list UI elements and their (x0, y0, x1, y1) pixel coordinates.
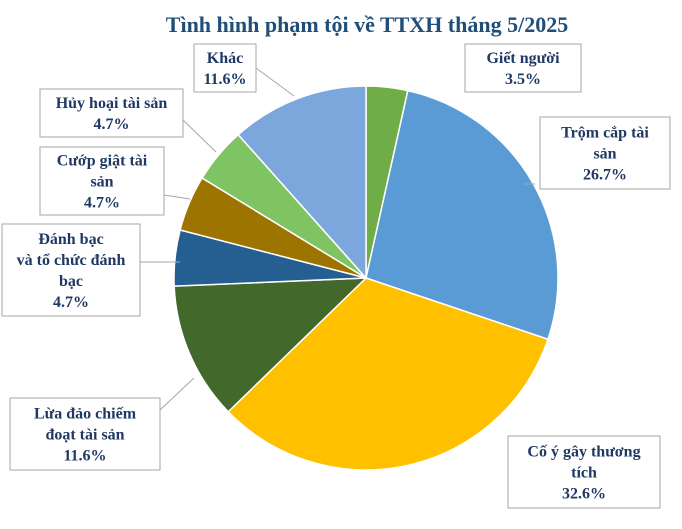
data-label-value: 4.7% (94, 116, 130, 133)
data-label-box-1 (539, 116, 671, 190)
data-label-category: Cướp giật tài (57, 153, 148, 170)
data-label-box-5 (39, 146, 165, 216)
data-label-box-7 (193, 43, 257, 93)
data-label-box-2 (507, 435, 661, 509)
data-label-category: bạc (59, 273, 83, 290)
leader-line-6 (182, 119, 217, 153)
leader-line-5 (163, 194, 191, 200)
data-label-box-4 (1, 223, 141, 317)
data-label-category: tích (571, 465, 597, 482)
data-label-category: sản (90, 174, 113, 191)
data-label-5: Cướp giật tài sản 4.7% (57, 153, 148, 212)
data-label-7: Khác 11.6% (203, 50, 246, 88)
pie-slice-7 (237, 85, 367, 280)
data-label-category: Khác (207, 50, 243, 67)
data-label-category: Đánh bạc (38, 231, 103, 248)
data-label-0: Giết người 3.5% (486, 50, 560, 88)
pie-slices (173, 85, 559, 471)
data-label-value: 3.5% (505, 71, 541, 88)
leader-line-7 (255, 67, 295, 97)
data-label-value: 11.6% (63, 448, 106, 465)
data-label-category: sản (593, 146, 616, 163)
data-label-3: Lừa đảo chiếm đoạt tài sản 11.6% (34, 406, 137, 465)
leader-line-3 (159, 377, 195, 411)
chart-title: Tình hình phạm tội về TTXH tháng 5/2025 (166, 12, 568, 37)
data-label-6: Hủy hoại tài sản 4.7% (56, 95, 168, 133)
data-label-category: và tổ chức đánh (17, 252, 126, 269)
pie-labels: Giết người 3.5% Trộm cắp tài sản 26.7% Cố ý g… (1, 43, 671, 509)
data-label-value: 4.7% (84, 195, 120, 212)
data-label-box-0 (464, 43, 582, 93)
data-label-value: 26.7% (583, 167, 627, 184)
data-label-value: 4.7% (53, 294, 89, 311)
data-label-1: Trộm cắp tài sản 26.7% (561, 125, 649, 184)
data-label-category: Trộm cắp tài (561, 125, 649, 142)
data-label-box-3 (9, 397, 161, 471)
data-label-category: Cố ý gây thương (527, 444, 640, 461)
data-label-box-6 (39, 88, 184, 138)
data-label-category: đoạt tài sản (45, 427, 124, 444)
pie-slice-2 (227, 277, 549, 471)
data-label-4: Đánh bạc và tổ chức đánh bạc 4.7% (17, 231, 126, 311)
data-label-value: 11.6% (203, 71, 246, 88)
pie-slice-3 (173, 277, 368, 413)
data-label-value: 32.6% (562, 486, 606, 503)
data-label-2: Cố ý gây thương tích 32.6% (527, 444, 640, 503)
data-label-category: Giết người (486, 50, 560, 67)
data-label-category: Hủy hoại tài sản (56, 95, 168, 112)
data-label-category: Lừa đảo chiếm (34, 406, 137, 423)
